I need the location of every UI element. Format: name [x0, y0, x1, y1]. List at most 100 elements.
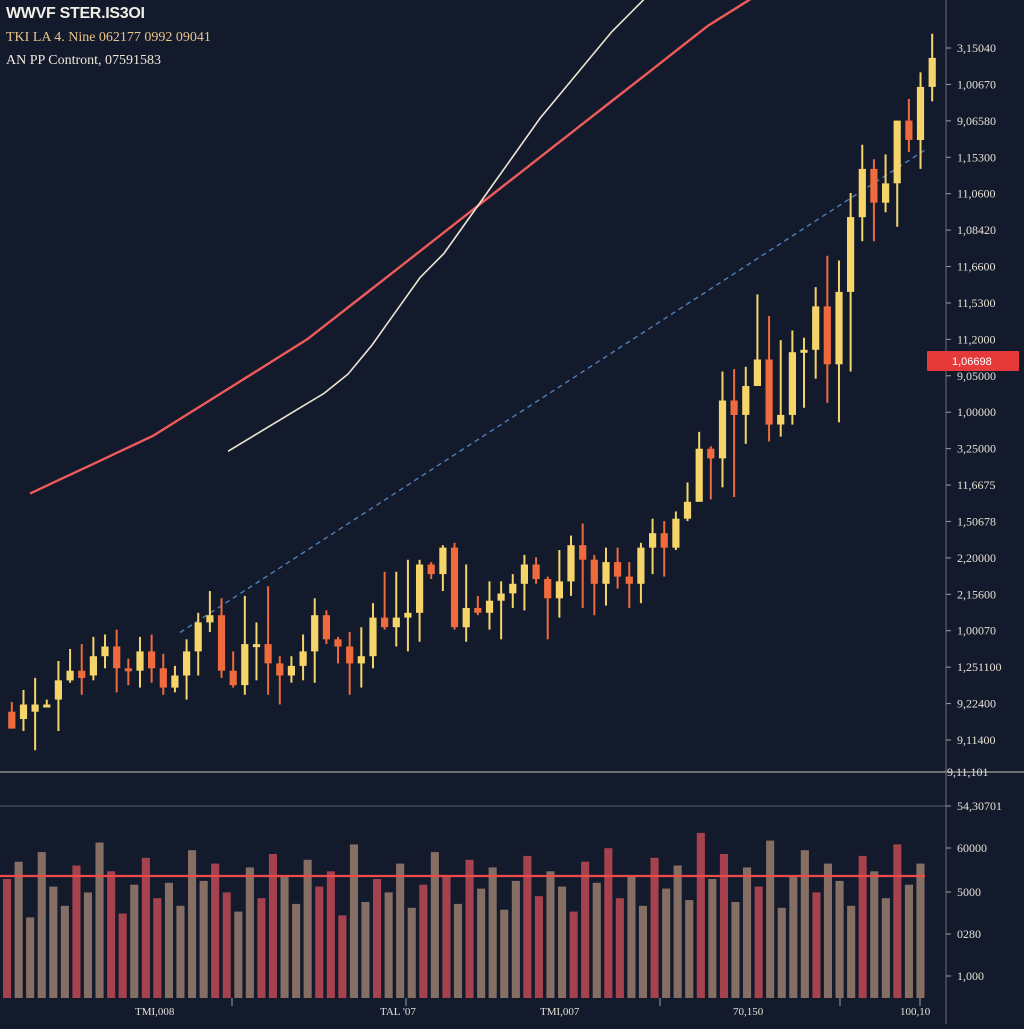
volume-bar[interactable] — [141, 857, 150, 998]
candle[interactable] — [765, 316, 773, 442]
candle[interactable] — [800, 337, 808, 408]
volume-bar[interactable] — [211, 863, 220, 998]
candle[interactable] — [427, 562, 435, 579]
candle[interactable] — [788, 330, 796, 425]
volume-bar[interactable] — [257, 898, 266, 998]
candle[interactable] — [334, 636, 342, 664]
candle[interactable] — [823, 255, 831, 403]
candle[interactable] — [183, 639, 191, 700]
volume-bar[interactable] — [638, 905, 647, 998]
volume-bar[interactable] — [49, 886, 58, 998]
candle[interactable] — [381, 571, 389, 630]
volume-bar[interactable] — [72, 865, 81, 999]
volume-bar[interactable] — [870, 871, 879, 998]
candle[interactable] — [683, 482, 692, 522]
candle[interactable] — [916, 72, 925, 169]
volume-bar[interactable] — [419, 884, 428, 998]
candle[interactable] — [905, 98, 913, 152]
volume-bar[interactable] — [696, 832, 705, 998]
volume-bar[interactable] — [26, 917, 35, 998]
candle[interactable] — [882, 154, 890, 213]
volume-bar[interactable] — [268, 854, 277, 998]
candle[interactable] — [928, 33, 936, 102]
candle[interactable] — [649, 518, 657, 575]
volume-bar[interactable] — [835, 880, 844, 998]
volume-bar[interactable] — [823, 863, 832, 998]
volume-bar[interactable] — [430, 852, 439, 998]
candle[interactable] — [858, 144, 866, 242]
candle[interactable] — [590, 554, 598, 616]
candle[interactable] — [753, 294, 761, 386]
candle[interactable] — [404, 559, 412, 652]
candle[interactable] — [893, 120, 901, 227]
candle[interactable] — [637, 542, 645, 604]
candle[interactable] — [31, 677, 39, 751]
volume-bar[interactable] — [280, 875, 289, 998]
candle[interactable] — [579, 523, 587, 608]
volume-bar[interactable] — [153, 898, 162, 998]
volume-bar[interactable] — [800, 850, 809, 998]
candle[interactable] — [718, 371, 727, 488]
volume-bar[interactable] — [292, 903, 301, 998]
candle[interactable] — [614, 547, 622, 589]
volume-bar[interactable] — [465, 859, 474, 998]
volume-bar[interactable] — [812, 892, 821, 998]
volume-bar[interactable] — [373, 879, 382, 998]
volume-bar[interactable] — [37, 852, 46, 998]
volume-bar[interactable] — [789, 877, 798, 998]
candle[interactable] — [625, 562, 633, 608]
candle[interactable] — [730, 369, 738, 497]
volume-bar[interactable] — [245, 867, 254, 998]
volume-bar[interactable] — [130, 884, 139, 998]
volume-bar[interactable] — [442, 877, 451, 998]
volume-bar[interactable] — [361, 902, 370, 998]
candle[interactable] — [742, 366, 750, 444]
volume-bar[interactable] — [777, 907, 786, 998]
volume-bar[interactable] — [766, 840, 775, 998]
candle[interactable] — [217, 598, 226, 678]
candle[interactable] — [229, 651, 237, 688]
volume-bar[interactable] — [3, 879, 12, 998]
volume-bar[interactable] — [326, 871, 335, 998]
volume-bar[interactable] — [500, 909, 509, 998]
volume-bar[interactable] — [534, 896, 543, 998]
candle[interactable] — [113, 629, 121, 693]
volume-bar[interactable] — [569, 911, 578, 998]
candle[interactable] — [206, 591, 214, 633]
volume-bar[interactable] — [743, 867, 752, 998]
volume-bar[interactable] — [604, 848, 613, 998]
candle[interactable] — [346, 632, 354, 695]
candle[interactable] — [812, 287, 820, 379]
volume-bar[interactable] — [615, 898, 624, 998]
volume-bar[interactable] — [708, 879, 717, 998]
volume-bar[interactable] — [14, 861, 23, 998]
volume-bar[interactable] — [627, 875, 636, 998]
candle[interactable] — [287, 656, 295, 683]
candle[interactable] — [532, 557, 540, 584]
volume-bar[interactable] — [916, 863, 925, 998]
volume-bar[interactable] — [176, 905, 185, 998]
volume-bar[interactable] — [904, 884, 913, 998]
volume-bar[interactable] — [453, 903, 462, 998]
volume-bar[interactable] — [384, 892, 393, 998]
volume-bar[interactable] — [164, 882, 173, 998]
candle[interactable] — [474, 595, 482, 616]
candle[interactable] — [159, 653, 167, 695]
candle[interactable] — [171, 665, 179, 693]
current-price-badge[interactable] — [927, 351, 1019, 371]
volume-bar[interactable] — [731, 902, 740, 998]
candle[interactable] — [450, 542, 459, 630]
volume-bar[interactable] — [396, 863, 405, 998]
volume-bar[interactable] — [592, 882, 601, 998]
volume-bar[interactable] — [488, 867, 497, 998]
candle[interactable] — [439, 545, 447, 592]
volume-bar[interactable] — [847, 905, 856, 998]
candle[interactable] — [299, 634, 307, 681]
volume-bar[interactable] — [315, 886, 324, 998]
volume-bar[interactable] — [673, 865, 682, 999]
candle[interactable] — [369, 603, 377, 669]
candle[interactable] — [89, 636, 97, 681]
volume-bar[interactable] — [893, 844, 902, 998]
volume-bar[interactable] — [95, 842, 104, 999]
volume-bar[interactable] — [118, 913, 127, 999]
